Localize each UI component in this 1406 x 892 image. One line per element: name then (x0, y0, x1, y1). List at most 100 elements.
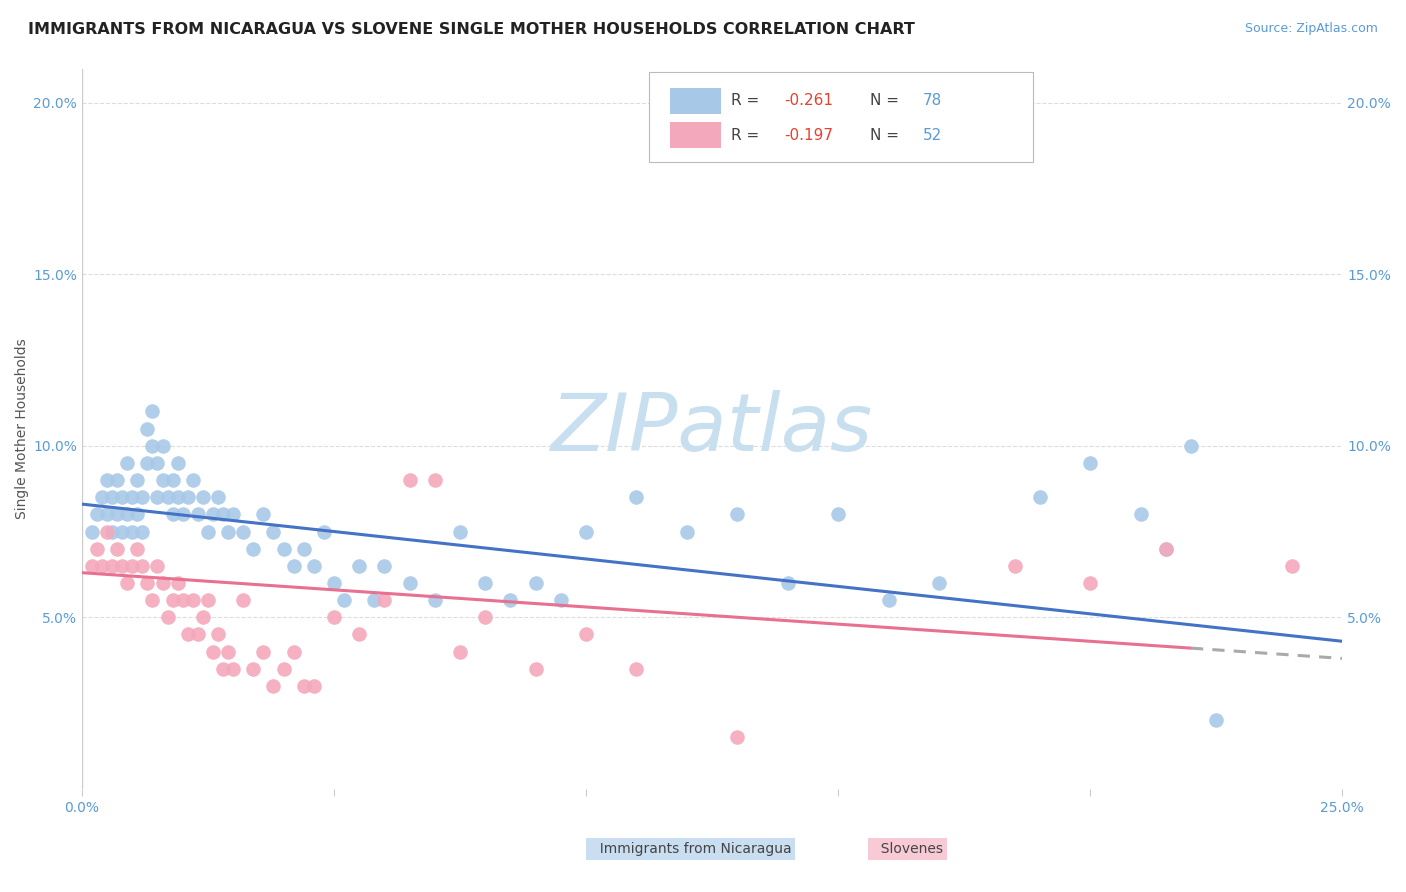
Point (162, 473, 184, 487)
Point (181, 593, 204, 607)
Point (232, 593, 254, 607)
Text: 52: 52 (922, 128, 942, 143)
Point (928, 576, 950, 591)
Point (136, 456, 159, 470)
Point (499, 593, 522, 607)
Point (127, 541, 149, 556)
Point (96, 508, 118, 522)
Point (177, 627, 200, 641)
Point (91, 490, 114, 504)
Point (166, 576, 188, 591)
Point (1129, 508, 1152, 522)
Point (877, 593, 900, 607)
Point (191, 610, 214, 624)
Point (302, 679, 325, 693)
Point (725, 731, 748, 745)
Point (1180, 439, 1202, 453)
Point (141, 593, 163, 607)
Point (252, 508, 274, 522)
Point (207, 490, 229, 504)
Point (232, 524, 254, 539)
Point (127, 508, 149, 522)
Point (217, 644, 239, 658)
Point (141, 439, 163, 453)
Point (423, 473, 446, 487)
Text: Immigrants from Nicaragua: Immigrants from Nicaragua (591, 842, 792, 856)
Point (242, 662, 264, 676)
Point (222, 508, 245, 522)
Point (474, 610, 496, 624)
Text: 78: 78 (922, 93, 942, 108)
Point (1078, 456, 1101, 470)
Point (181, 473, 204, 487)
Point (177, 490, 200, 504)
Point (121, 490, 143, 504)
Point (166, 490, 188, 504)
Point (115, 456, 138, 470)
Point (449, 644, 471, 658)
Point (776, 576, 799, 591)
FancyBboxPatch shape (671, 122, 721, 148)
Point (80, 558, 103, 573)
Point (347, 558, 370, 573)
Point (449, 524, 471, 539)
Point (201, 644, 224, 658)
Point (146, 490, 169, 504)
Point (550, 593, 572, 607)
Point (152, 576, 174, 591)
Point (373, 593, 395, 607)
Text: N =: N = (869, 128, 904, 143)
FancyBboxPatch shape (671, 87, 721, 113)
Point (323, 610, 346, 624)
Point (252, 644, 274, 658)
Point (312, 524, 335, 539)
Point (262, 679, 284, 693)
Point (524, 576, 547, 591)
Point (212, 662, 235, 676)
Point (121, 558, 143, 573)
Point (141, 404, 163, 418)
Point (273, 541, 295, 556)
Point (1078, 576, 1101, 591)
Point (1281, 558, 1303, 573)
Y-axis label: Single Mother Households: Single Mother Households (15, 338, 30, 519)
Text: ZIPatlas: ZIPatlas (551, 390, 873, 467)
Point (91, 558, 114, 573)
Point (626, 490, 648, 504)
Point (197, 593, 219, 607)
Point (398, 576, 420, 591)
Point (283, 558, 305, 573)
Point (111, 490, 134, 504)
Text: -0.261: -0.261 (785, 93, 832, 108)
Point (111, 558, 134, 573)
Point (136, 422, 159, 436)
Point (212, 508, 235, 522)
Point (127, 473, 149, 487)
Point (575, 627, 598, 641)
Point (474, 576, 496, 591)
Point (156, 490, 179, 504)
Point (166, 456, 188, 470)
Point (96, 473, 118, 487)
Point (172, 593, 194, 607)
Point (398, 473, 420, 487)
Point (86, 541, 108, 556)
Text: Source: ZipAtlas.com: Source: ZipAtlas.com (1244, 22, 1378, 36)
Point (131, 558, 153, 573)
Point (101, 558, 124, 573)
Point (162, 593, 184, 607)
Point (1004, 558, 1026, 573)
Point (575, 524, 598, 539)
Point (373, 558, 395, 573)
Point (217, 524, 239, 539)
Point (273, 662, 295, 676)
Point (80, 524, 103, 539)
Point (1154, 541, 1177, 556)
Point (131, 524, 153, 539)
Text: IMMIGRANTS FROM NICARAGUA VS SLOVENE SINGLE MOTHER HOUSEHOLDS CORRELATION CHART: IMMIGRANTS FROM NICARAGUA VS SLOVENE SIN… (28, 22, 915, 37)
Point (283, 644, 305, 658)
Point (115, 576, 138, 591)
Point (827, 508, 849, 522)
Point (105, 508, 128, 522)
Point (242, 541, 264, 556)
